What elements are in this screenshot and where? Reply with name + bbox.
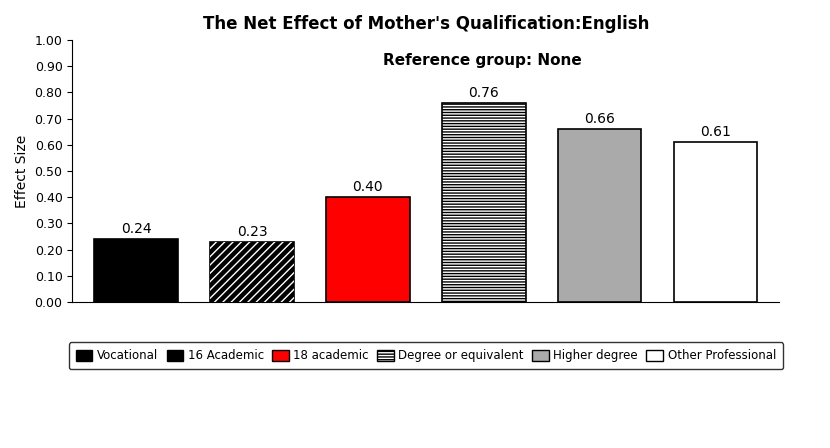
Bar — [210, 242, 294, 302]
Text: 0.61: 0.61 — [701, 125, 731, 139]
Text: 0.23: 0.23 — [237, 224, 267, 239]
Bar — [326, 197, 410, 302]
Text: 0.24: 0.24 — [120, 222, 151, 236]
Text: 0.40: 0.40 — [353, 180, 383, 194]
Bar — [95, 239, 178, 302]
Bar — [442, 103, 525, 302]
Title: The Net Effect of Mother's Qualification:English: The Net Effect of Mother's Qualification… — [203, 15, 649, 33]
Bar — [558, 129, 642, 302]
Y-axis label: Effect Size: Effect Size — [15, 134, 29, 208]
Text: 0.66: 0.66 — [584, 112, 615, 126]
Text: Reference group: None: Reference group: None — [383, 53, 582, 68]
Bar — [210, 242, 294, 302]
Bar — [442, 103, 525, 302]
Text: 0.76: 0.76 — [468, 86, 499, 100]
Legend: Vocational, 16 Academic, 18 academic, Degree or equivalent, Higher degree, Other: Vocational, 16 Academic, 18 academic, De… — [69, 342, 783, 370]
Bar — [674, 142, 758, 302]
